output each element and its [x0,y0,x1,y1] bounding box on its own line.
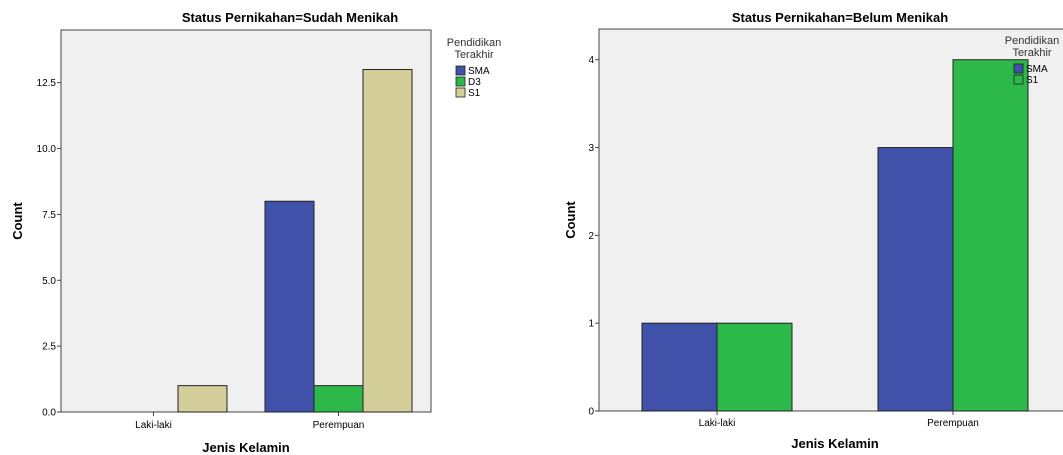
y-tick-label: 10.0 [37,144,57,155]
legend-label: SMA [1026,64,1048,75]
bar-chart-svg: Status Pernikahan=Sudah Menikah 0.0 2.5 5.0… [10,10,501,455]
legend-swatch [1013,74,1024,85]
legend-title: Terakhir [454,49,493,61]
legend-label: S1 [468,88,481,99]
bar [952,59,1029,412]
y-tick-label: 3 [588,143,594,154]
y-tick-label: 4 [588,55,594,66]
x-tick-label: Perempuan [927,418,979,429]
y-axis-title: Count [10,202,25,240]
x-tick-label: Perempuan [313,420,365,431]
bar [313,385,364,413]
chart-title: Status Pernikahan=Sudah Menikah [182,10,398,25]
chart-title: Status Pernikahan=Belum Menikah [732,10,948,25]
y-tick-label: 0 [588,407,594,418]
bar [177,385,228,413]
x-tick-label: Laki-laki [699,418,736,429]
legend-label: D3 [468,77,481,88]
bar-chart-svg: Status Pernikahan=Belum Menikah 0 1 2 3 4 Coun… [563,10,1063,451]
x-axis-title: Jenis Kelamin [202,440,289,455]
y-tick-label: 7.5 [42,210,56,221]
bar [877,147,954,412]
y-tick-label: 5.0 [42,276,56,287]
x-tick-label: Laki-laki [135,420,172,431]
bar [641,322,718,412]
y-tick-label: 2 [588,231,594,242]
y-tick-label: 2.5 [42,342,56,353]
legend-title: Terakhir [1012,47,1051,59]
legend-swatch [455,76,466,87]
chart-belum-menikah: Status Pernikahan=Belum Menikah 0 1 2 3 4 Coun… [540,0,1063,455]
y-axis-title: Count [563,201,578,239]
bar [716,322,793,412]
legend-label: SMA [468,66,490,77]
chart-sudah-menikah: Status Pernikahan=Sudah Menikah 0.0 2.5 5.0… [10,10,501,455]
legend-title: Pendidikan [1005,35,1059,47]
bar [264,200,315,413]
y-tick-label: 12.5 [37,78,57,89]
y-tick-label: 1 [588,319,594,330]
legend-swatch [1013,63,1024,74]
bar [362,69,413,413]
legend-title: Pendidikan [447,37,501,49]
legend-label: S1 [1026,75,1039,86]
legend-swatch [455,65,466,76]
x-axis-title: Jenis Kelamin [791,436,878,451]
legend-swatch [455,87,466,98]
y-tick-label: 0.0 [42,408,56,419]
